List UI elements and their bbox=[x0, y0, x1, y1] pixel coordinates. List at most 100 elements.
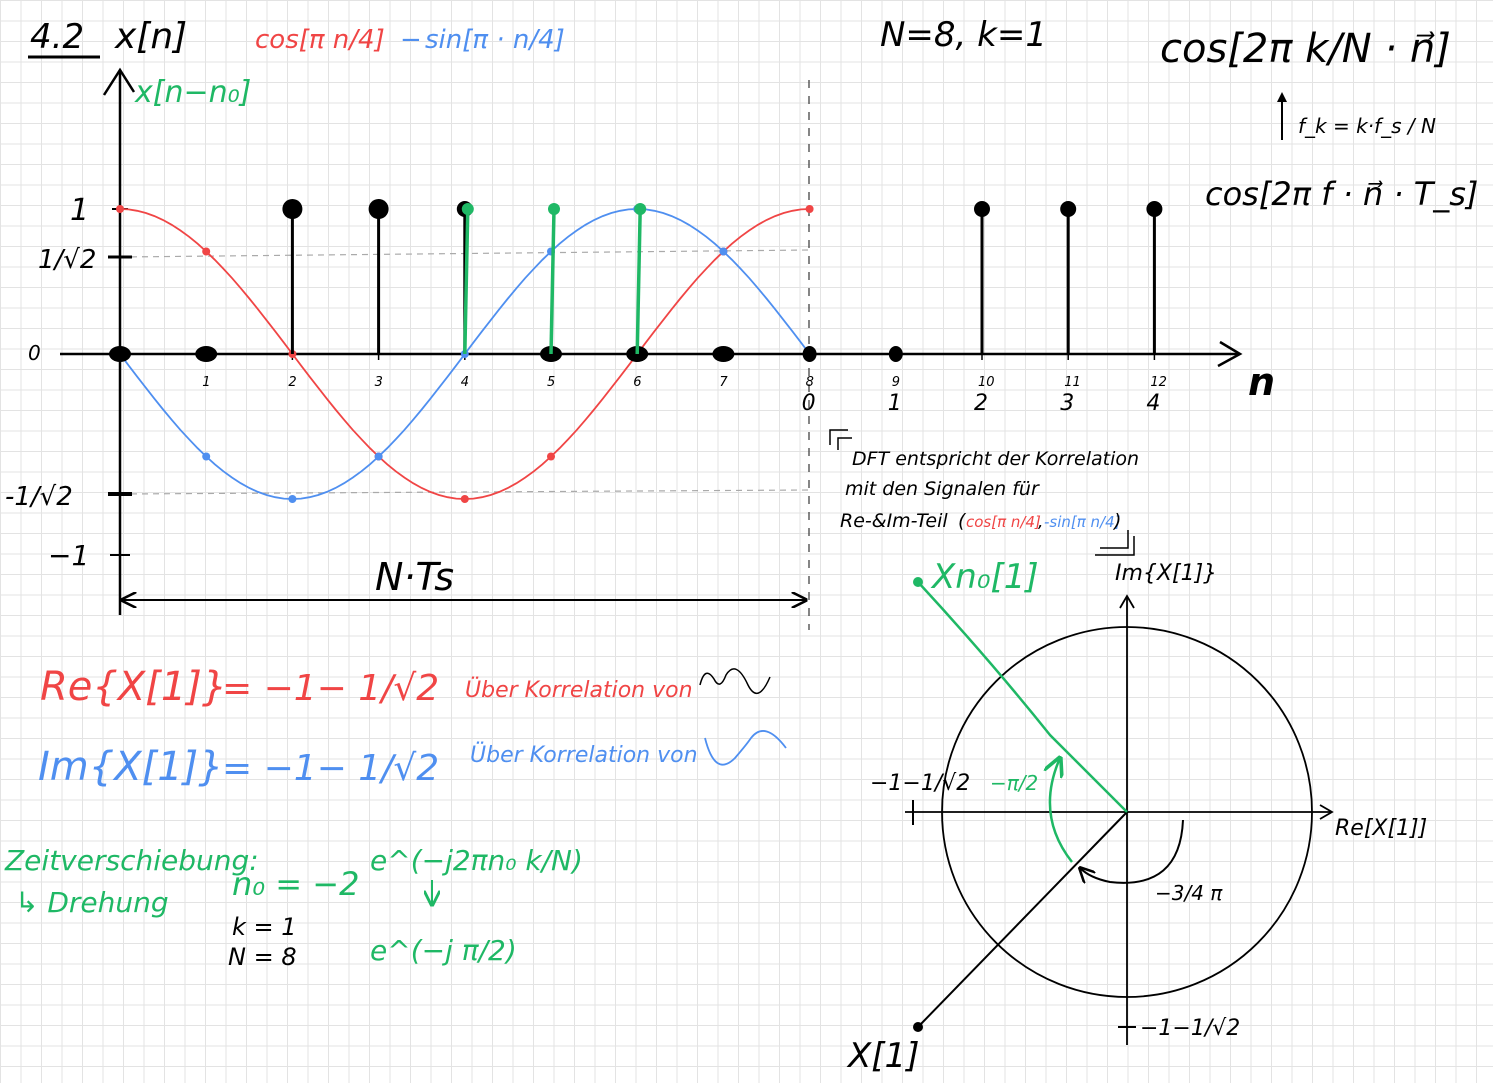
angle-arc-green bbox=[1050, 758, 1073, 863]
plot-axes: x[n−n₀] n 0 1 1/√2 -1/√2 −1 bbox=[5, 67, 1275, 630]
re-axis-label: Re[X[1]] bbox=[1335, 816, 1427, 841]
shifted-stem-series bbox=[461, 203, 647, 355]
note-open-paren: ( bbox=[958, 510, 967, 532]
x-axis-label: n bbox=[1248, 360, 1275, 404]
time-shift: Zeitverschiebung: ↳ Drehung n₀ = −2 k = … bbox=[4, 844, 583, 971]
period-tick-labels: 0 1 2 3 4 bbox=[802, 391, 1161, 416]
y-axis-label: x[n−n₀] bbox=[134, 75, 251, 110]
stem-zero-head bbox=[109, 346, 131, 362]
cos-term: cos[π n/4] bbox=[255, 25, 385, 55]
shift-exp1: e^(−j2πn₀ k/N) bbox=[370, 844, 583, 877]
guide-neg-sqrt2 bbox=[119, 489, 811, 495]
note-sin-part: -sin[π n/4] bbox=[1044, 513, 1121, 531]
y-label-neg-sqrt2: -1/√2 bbox=[5, 482, 73, 512]
stem-head bbox=[1060, 201, 1077, 217]
minus-sign: − bbox=[400, 25, 422, 55]
stem-zero-head bbox=[802, 346, 817, 362]
stem-head bbox=[282, 199, 303, 219]
sin-point bbox=[719, 247, 728, 256]
formula-box: cos[2π k/N · n⃗] f_k = k·f_s / N cos[2π … bbox=[1160, 26, 1478, 213]
cos-point bbox=[116, 205, 124, 213]
cos-point bbox=[547, 452, 555, 461]
arrow-head-icon bbox=[1277, 92, 1287, 102]
cos-point bbox=[805, 205, 814, 213]
sin-sketch-icon bbox=[704, 730, 787, 766]
note-comma: , bbox=[1038, 512, 1043, 532]
im-axis-label: Im{X[1]} bbox=[1115, 561, 1217, 586]
signal-name: x[n] bbox=[114, 16, 187, 57]
shift-N: N = 8 bbox=[228, 943, 297, 971]
period-tick-label: 2 bbox=[974, 391, 988, 416]
stem-head bbox=[1146, 201, 1163, 217]
im-lhs: Im{X[1]} bbox=[38, 744, 224, 790]
xn0-label: Xn₀[1] bbox=[930, 557, 1039, 597]
x1-vector bbox=[917, 811, 1128, 1028]
period-tick-label: 0 bbox=[802, 391, 816, 416]
params: N=8, k=1 bbox=[880, 15, 1047, 55]
stem-zero-head bbox=[888, 346, 903, 362]
results: Re{X[1]} = −1− 1/√2 Über Korrelation von… bbox=[38, 664, 787, 790]
shift-title: Zeitverschiebung: bbox=[4, 844, 259, 877]
n-tick-label: 10 bbox=[978, 375, 995, 390]
shifted-stem-head bbox=[634, 203, 647, 215]
angle-arc-black bbox=[1080, 819, 1184, 883]
complex-plane: Im{X[1]} Re[X[1]] −1−1/√2 −1−1/√2 X[1] X… bbox=[846, 557, 1427, 1076]
note-line2: mit den Signalen für bbox=[845, 478, 1040, 500]
origin-label: 0 bbox=[28, 341, 41, 365]
n-tick-label: 6 bbox=[633, 375, 641, 390]
re-rhs: = −1− 1/√2 bbox=[222, 668, 439, 709]
shift-sub: ↳ Drehung bbox=[15, 886, 169, 919]
shifted-stem-head bbox=[548, 203, 560, 215]
period-tick-label: 1 bbox=[888, 391, 902, 416]
period-arrow: N·Ts bbox=[122, 555, 806, 600]
y-label-neg1: −1 bbox=[48, 539, 89, 572]
re-axis-arrow-icon bbox=[1319, 804, 1334, 820]
shifted-stem-head bbox=[461, 203, 474, 215]
angle-label-green: −π/2 bbox=[990, 771, 1038, 795]
stem-head bbox=[368, 199, 389, 219]
shift-n0: n₀ = −2 bbox=[232, 865, 359, 903]
note-line3: Re-&Im-Teil bbox=[840, 510, 948, 532]
shifted-stem-line bbox=[635, 208, 642, 355]
bottom-tick-label: −1−1/√2 bbox=[1140, 1016, 1240, 1041]
n-tick-label: 5 bbox=[547, 375, 555, 390]
stem-head bbox=[974, 201, 990, 217]
n-tick-label: 11 bbox=[1064, 375, 1081, 390]
n-tick-label: 7 bbox=[719, 375, 728, 390]
im-rhs: = −1− 1/√2 bbox=[222, 748, 439, 789]
formula-fk: f_k = k·f_s / N bbox=[1298, 114, 1436, 138]
formula-second: cos[2π f · n⃗ · T_s] bbox=[1205, 175, 1478, 213]
sin-point bbox=[202, 452, 211, 461]
shifted-stem-line bbox=[463, 208, 470, 355]
sin-point bbox=[374, 452, 383, 461]
sin-term: sin[π · n/4] bbox=[425, 25, 565, 55]
xn0-vector bbox=[917, 581, 1128, 813]
n-tick-label: 3 bbox=[375, 375, 383, 390]
formula-main: cos[2π k/N · n⃗] bbox=[1160, 26, 1451, 72]
im-note: Über Korrelation von bbox=[470, 742, 698, 768]
y-label-sqrt2: 1/√2 bbox=[38, 245, 96, 275]
cos-sketch-icon bbox=[699, 668, 771, 694]
stem-series bbox=[109, 199, 1163, 362]
period-tick-label: 4 bbox=[1146, 391, 1160, 416]
x1-label: X[1] bbox=[846, 1036, 919, 1076]
shift-exp2: e^(−j π/2) bbox=[370, 934, 517, 967]
shift-k: k = 1 bbox=[232, 913, 297, 941]
note-bracket-end-icon bbox=[1095, 530, 1135, 556]
sin-point bbox=[288, 495, 297, 503]
note-cos-part: cos[π n/4] bbox=[966, 513, 1041, 531]
n-tick-label: 4 bbox=[461, 375, 469, 390]
angle-label-black: −3/4 π bbox=[1155, 881, 1223, 905]
shifted-stem-line bbox=[549, 208, 556, 355]
re-lhs: Re{X[1]} bbox=[40, 664, 227, 710]
section-number: 4.2 bbox=[30, 17, 84, 57]
y-axis-arrow-icon bbox=[102, 67, 136, 96]
x1-point bbox=[913, 1022, 923, 1032]
n-tick-label: 1 bbox=[202, 375, 210, 390]
left-tick-label: −1−1/√2 bbox=[870, 771, 970, 796]
re-note: Über Korrelation von bbox=[465, 677, 693, 703]
note-line1: DFT entspricht der Korrelation bbox=[852, 448, 1139, 470]
n-tick-label: 9 bbox=[892, 375, 900, 390]
n-tick-label: 8 bbox=[806, 375, 814, 390]
